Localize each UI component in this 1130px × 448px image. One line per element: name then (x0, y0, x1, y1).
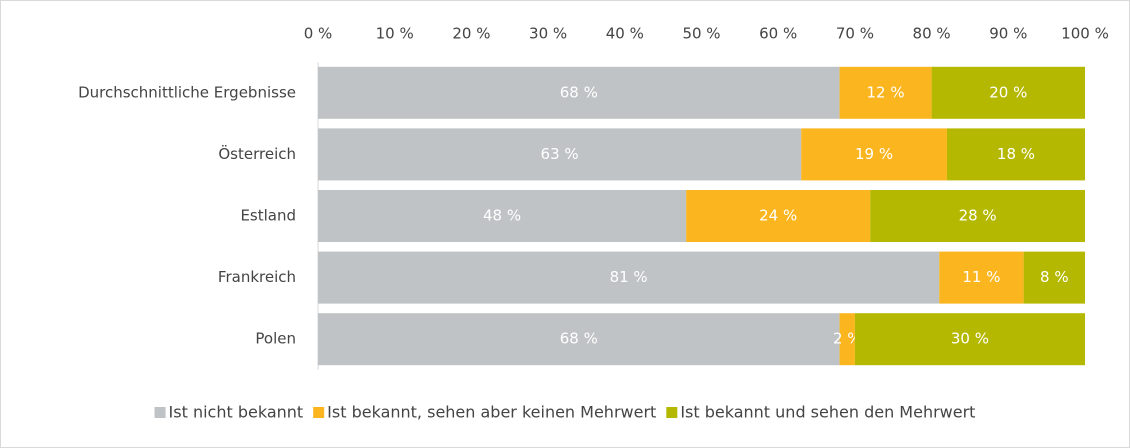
bar-segment (318, 313, 840, 366)
data-label: 11 % (962, 268, 1000, 286)
y-tick-label: Estland (240, 207, 296, 225)
data-label: 68 % (560, 330, 598, 348)
y-tick-label: Polen (255, 330, 296, 348)
legend-label: Ist nicht bekannt (169, 403, 304, 422)
data-label: 18 % (997, 145, 1035, 163)
bar-segment (931, 66, 1085, 119)
legend-swatch (313, 407, 325, 418)
data-label: 8 % (1040, 268, 1069, 286)
data-label: 28 % (959, 207, 997, 225)
bar-segment (939, 251, 1024, 304)
y-tick-label: Durchschnittliche Ergebnisse (78, 83, 296, 101)
x-tick-label: 50 % (682, 25, 720, 43)
bar-segment (839, 313, 855, 366)
data-label: 12 % (867, 83, 905, 101)
x-tick-label: 70 % (836, 25, 874, 43)
data-label: 48 % (483, 207, 521, 225)
bar-segment (801, 128, 947, 181)
x-tick-label: 90 % (989, 25, 1027, 43)
x-tick-label: 10 % (376, 25, 414, 43)
legend-swatch (154, 407, 166, 418)
data-label: 63 % (541, 145, 579, 163)
bar-segment (318, 66, 840, 119)
data-label: 81 % (610, 268, 648, 286)
x-tick-label: 30 % (529, 25, 567, 43)
x-tick-label: 80 % (913, 25, 951, 43)
x-tick-label: 100 % (1061, 25, 1109, 43)
bar-segment (1023, 251, 1085, 304)
bar-segment (854, 313, 1085, 366)
data-label: 2 % (833, 330, 862, 348)
bar-segment (870, 190, 1085, 242)
bar-segment (318, 190, 687, 242)
data-label: 30 % (951, 330, 989, 348)
bar-segment (946, 128, 1085, 181)
data-label: 68 % (560, 83, 598, 101)
data-label: 19 % (855, 145, 893, 163)
bar-segment (686, 190, 871, 242)
bar-segment (318, 128, 802, 181)
legend-label: Ist bekannt und sehen den Mehrwert (680, 403, 975, 422)
x-tick-label: 40 % (606, 25, 644, 43)
legend-label: Ist bekannt, sehen aber keinen Mehrwert (327, 403, 656, 422)
x-tick-label: 60 % (759, 25, 797, 43)
x-tick-label: 20 % (452, 25, 490, 43)
bar-segment (839, 66, 932, 119)
y-tick-label: Österreich (218, 144, 296, 163)
data-label: 24 % (759, 207, 797, 225)
data-label: 20 % (989, 83, 1027, 101)
legend-swatch (666, 407, 678, 418)
y-tick-label: Frankreich (218, 268, 296, 286)
x-tick-label: 0 % (304, 25, 333, 43)
bar-segment (318, 251, 940, 304)
